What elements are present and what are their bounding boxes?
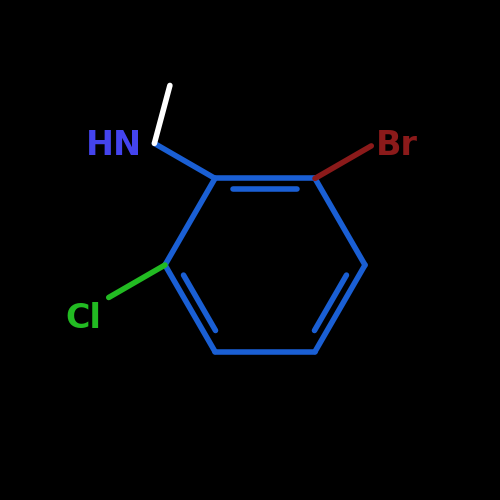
Text: HN: HN <box>86 130 142 162</box>
Text: Cl: Cl <box>66 302 101 336</box>
Text: Br: Br <box>376 130 418 162</box>
